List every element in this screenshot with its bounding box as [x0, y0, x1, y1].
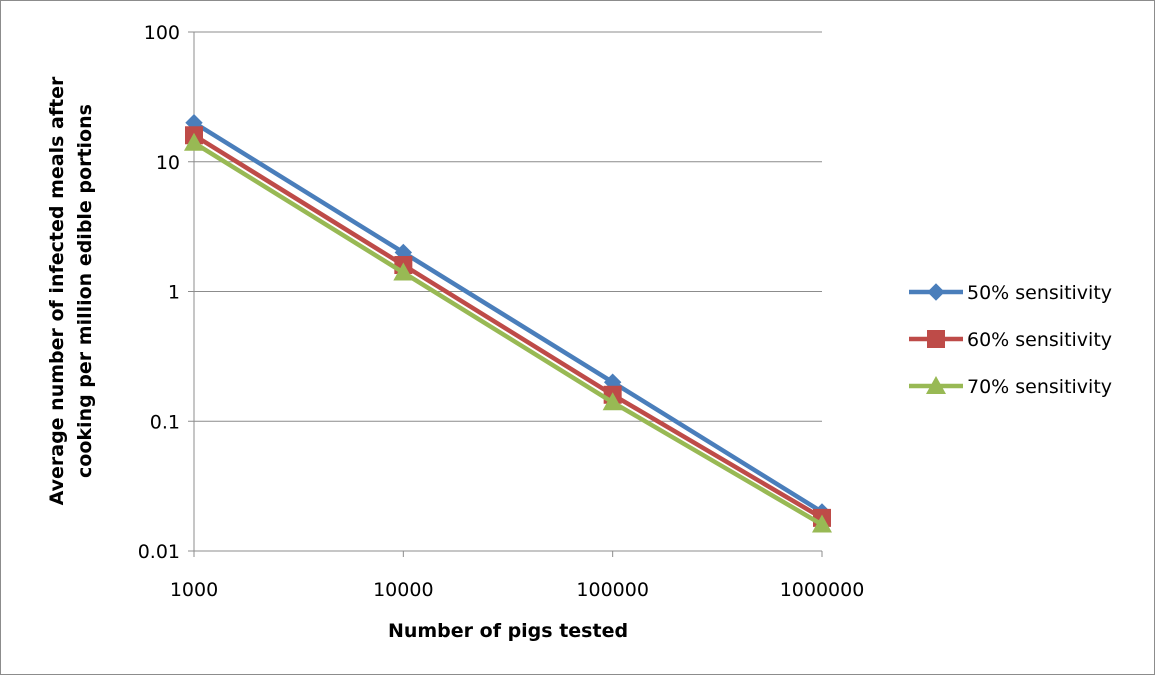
y-tick-label: 0.1: [150, 411, 180, 433]
x-tick-label: 10000: [373, 579, 433, 601]
series-2: [185, 126, 831, 527]
legend-label: 60% sensitivity: [967, 329, 1112, 351]
axis-layer: [188, 31, 823, 557]
x-tick-label: 1000000: [780, 579, 865, 601]
legend-marker: [927, 330, 945, 348]
x-tick-label: 100000: [576, 579, 649, 601]
tick-label-layer: 0.01 0.1 1 10 100 1000 10000 100000 1000000: [138, 22, 865, 601]
data-point: [602, 392, 623, 411]
series-layer: [184, 113, 832, 533]
y-tick-label: 100: [144, 22, 180, 44]
legend-item: 50% sensitivity: [909, 282, 1112, 304]
x-tick-label: 1000: [170, 579, 218, 601]
legend-item: 70% sensitivity: [909, 376, 1112, 398]
legend-label: 70% sensitivity: [967, 376, 1112, 398]
series-line: [192, 120, 824, 514]
data-point: [184, 132, 204, 151]
series-line: [192, 140, 824, 527]
legend: 50% sensitivity 60% sensitivity 70% sensit…: [909, 282, 1112, 398]
y-axis-title: Average number of infected meals after c…: [46, 76, 96, 505]
y-tick-label: 10: [156, 152, 180, 174]
series-line: [192, 133, 824, 520]
y-axis-title-line-2: cooking per million edible portions: [74, 104, 96, 478]
series-3: [184, 132, 832, 533]
y-axis-title-line-1: Average number of infected meals after: [46, 76, 68, 505]
legend-item: 60% sensitivity: [909, 329, 1112, 351]
legend-marker: [926, 376, 946, 394]
x-axis-title: Number of pigs tested: [388, 620, 628, 642]
data-point: [812, 514, 832, 533]
legend-label: 50% sensitivity: [967, 282, 1112, 304]
grid-layer: [194, 31, 822, 552]
y-tick-label: 1: [168, 282, 180, 304]
legend-marker: [927, 283, 945, 301]
y-tick-label: 0.01: [138, 541, 180, 563]
series-1: [185, 113, 831, 521]
data-point: [393, 262, 414, 281]
